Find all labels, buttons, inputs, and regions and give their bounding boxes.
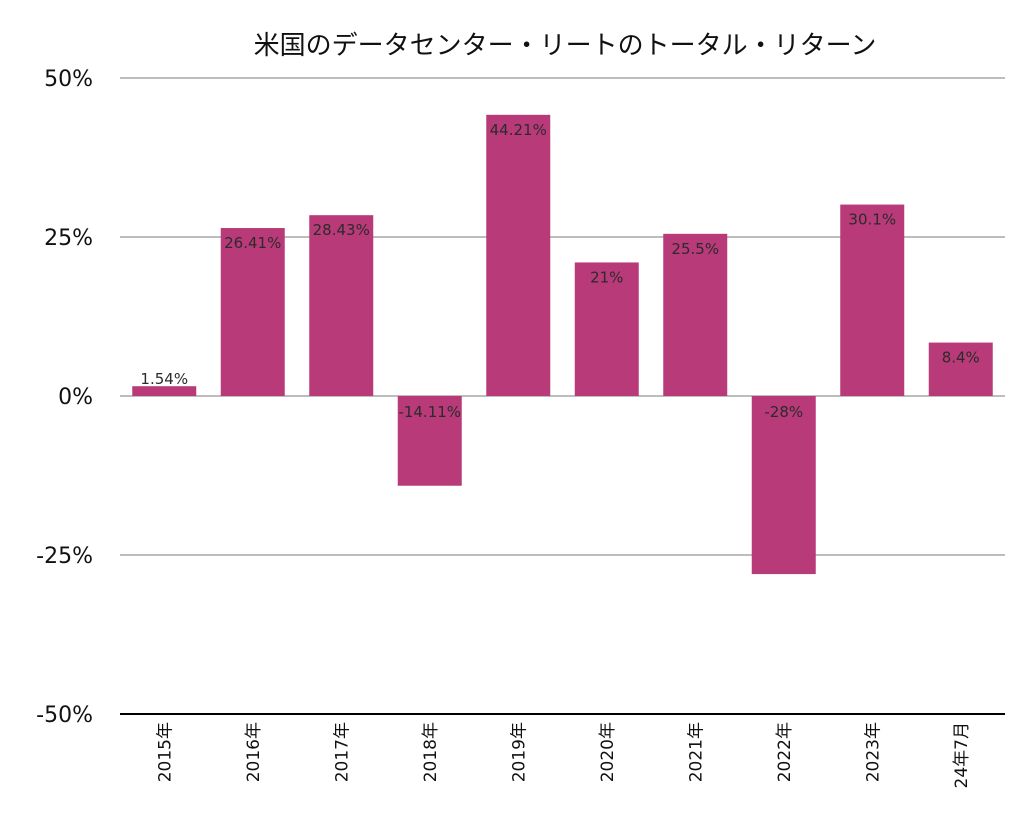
- y-tick-label: 25%: [44, 226, 93, 251]
- x-tick-label: 2022年: [775, 722, 795, 782]
- x-tick-label: 2018年: [421, 722, 441, 782]
- data-label: 28.43%: [313, 221, 370, 239]
- y-axis-ticks: 50% 25% 0% -25% -50%: [36, 67, 93, 728]
- bar: [663, 233, 728, 396]
- x-tick-label: 2021年: [686, 722, 706, 782]
- data-label: -14.11%: [398, 403, 461, 421]
- data-label: 30.1%: [848, 211, 896, 229]
- data-label: 26.41%: [224, 234, 281, 252]
- chart-title: 米国のデータセンター・リートのトータル・リターン: [254, 31, 877, 61]
- x-axis-ticks: 2015年 2016年 2017年 2018年 2019年 2020年 2021年 2022年…: [155, 722, 972, 788]
- x-tick-label: 2019年: [509, 722, 529, 782]
- x-tick-label: 2015年: [155, 722, 175, 782]
- bars: [132, 114, 993, 575]
- bar: [751, 396, 816, 575]
- x-tick-label: 2023年: [863, 722, 883, 782]
- bar: [132, 386, 197, 396]
- y-tick-label: 50%: [44, 67, 93, 92]
- bar: [397, 396, 462, 486]
- x-tick-label: 2016年: [244, 722, 264, 782]
- data-label: 44.21%: [490, 121, 547, 139]
- y-tick-label: -50%: [36, 703, 93, 728]
- bar: [574, 262, 639, 396]
- y-tick-label: 0%: [58, 385, 93, 410]
- data-label: 21%: [590, 268, 623, 286]
- bar: [309, 215, 374, 396]
- bar: [840, 204, 905, 396]
- x-tick-label: 2020年: [598, 722, 618, 782]
- bar: [486, 114, 551, 396]
- bar: [928, 342, 993, 396]
- data-label: 25.5%: [671, 240, 719, 258]
- y-tick-label: -25%: [36, 544, 93, 569]
- data-label: 8.4%: [942, 349, 980, 367]
- data-label: 1.54%: [140, 370, 188, 388]
- x-tick-label: 2017年: [332, 722, 352, 782]
- data-label: -28%: [764, 403, 803, 421]
- data-labels: 1.54% 26.41% 28.43% -14.11% 44.21% 21% 25.5% -2…: [140, 121, 979, 421]
- x-tick-label: 24年7月: [952, 722, 972, 788]
- bar: [220, 228, 285, 396]
